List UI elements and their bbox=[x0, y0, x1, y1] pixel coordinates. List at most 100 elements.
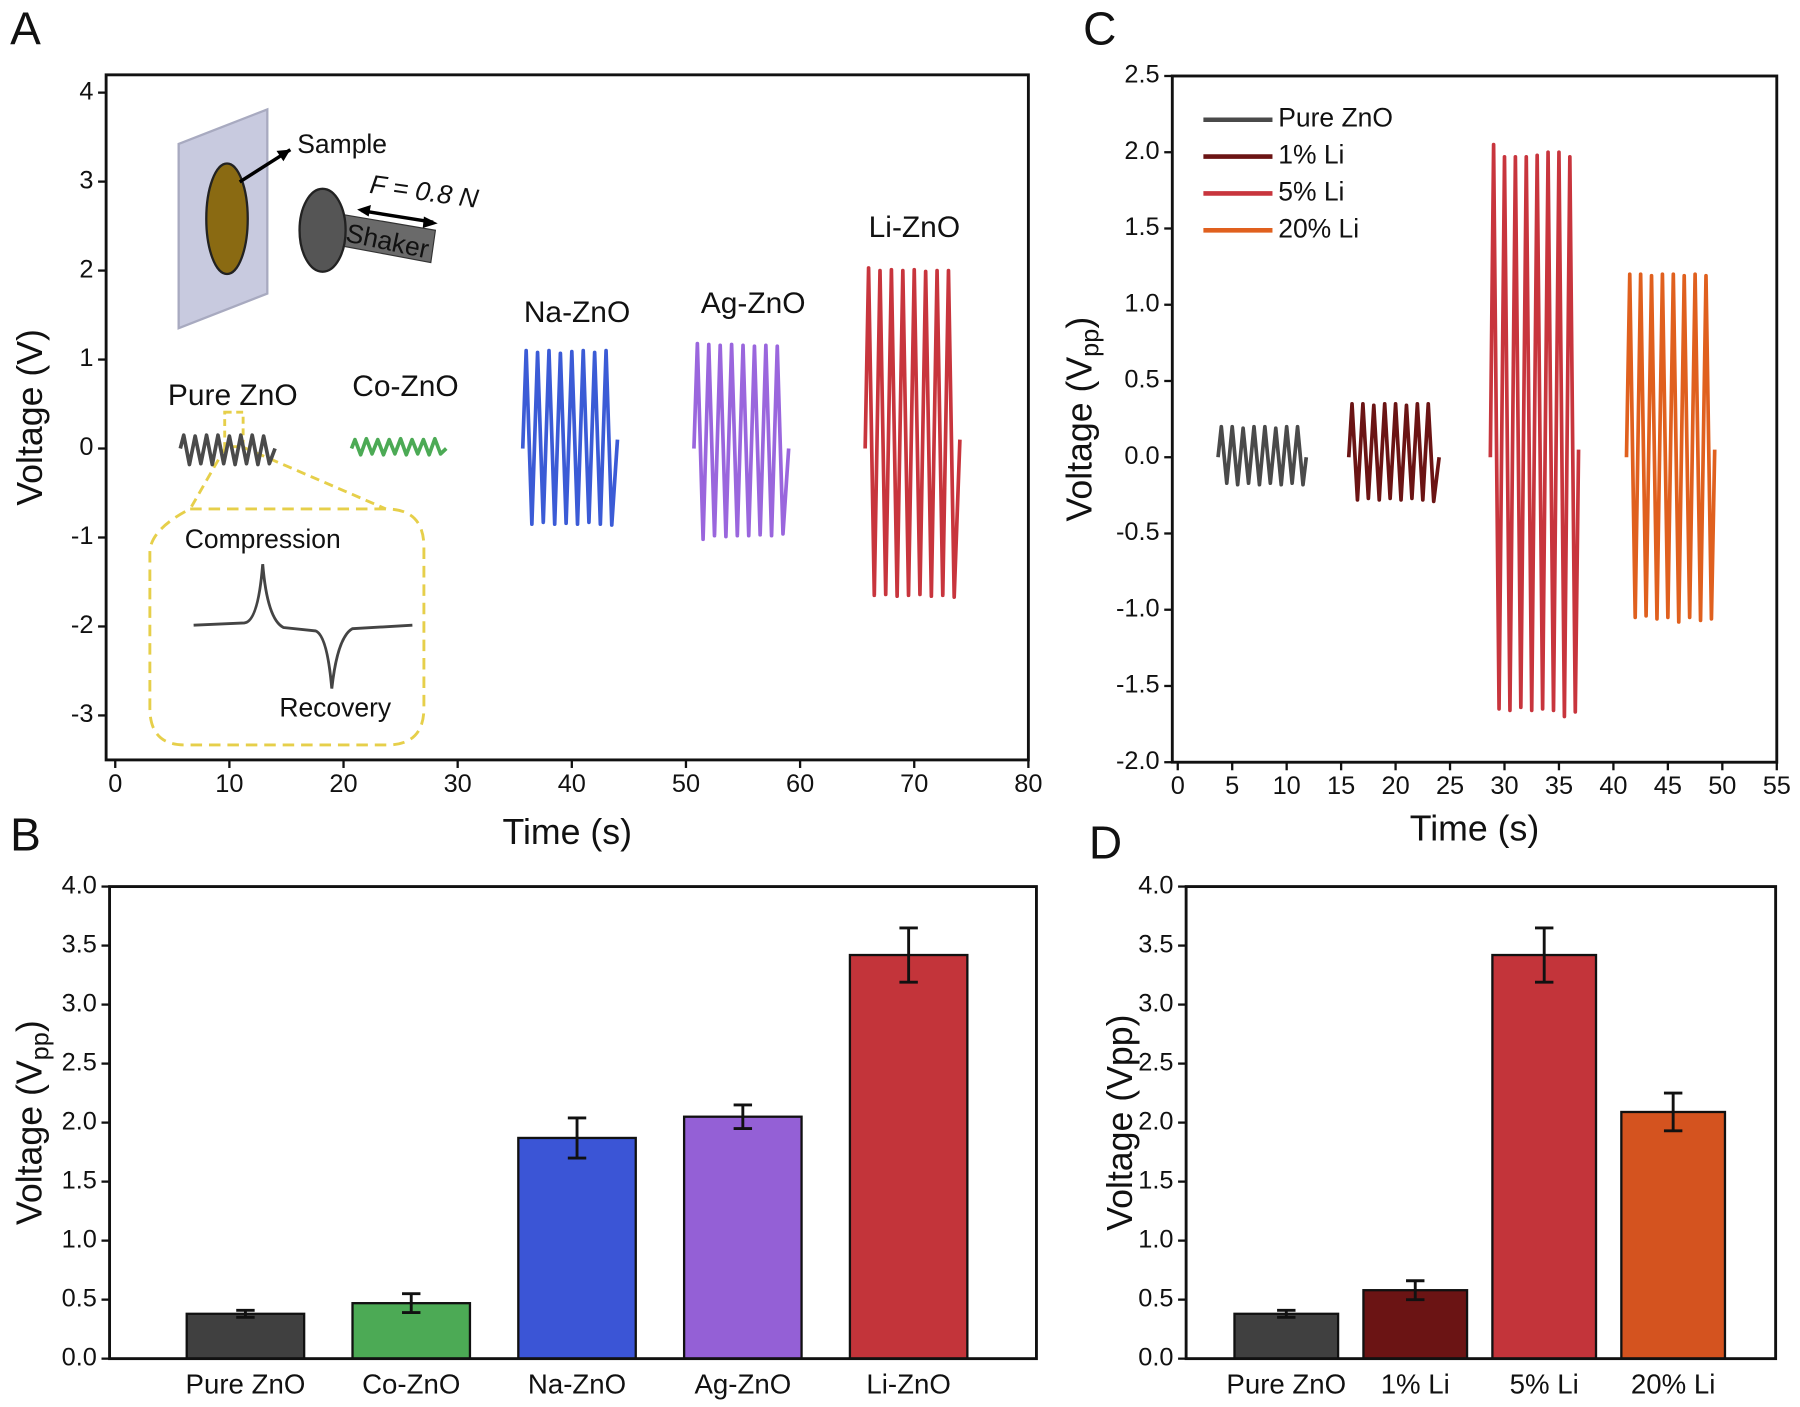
x-tick-label: 10 bbox=[215, 770, 243, 798]
inset-waveform bbox=[193, 564, 413, 689]
x-axis-title: Time (s) bbox=[1410, 809, 1540, 849]
signal-line bbox=[1624, 272, 1717, 624]
arrow-head bbox=[357, 204, 371, 217]
plot-frame bbox=[1184, 885, 1778, 1361]
y-tick-label: 2.0 bbox=[1124, 137, 1159, 165]
y-tick-label: -3 bbox=[71, 700, 94, 728]
y-tick-label: 2 bbox=[79, 255, 93, 283]
legend-label: 20% Li bbox=[1278, 213, 1359, 243]
x-tick-label: 25 bbox=[1436, 772, 1464, 800]
error-bar bbox=[1277, 1308, 1296, 1319]
y-tick-label: -1.5 bbox=[1116, 671, 1160, 699]
y-tick-label: 1.5 bbox=[1138, 1166, 1173, 1194]
x-tick-label: 15 bbox=[1327, 772, 1355, 800]
y-tick-label: -2.0 bbox=[1116, 747, 1160, 775]
y-tick-label: 0.5 bbox=[62, 1284, 97, 1312]
annotation: F = 0.8 N bbox=[368, 169, 481, 214]
arrow-head bbox=[422, 216, 438, 228]
y-tick-label: 1.0 bbox=[1138, 1225, 1173, 1253]
error-bar bbox=[236, 1308, 255, 1319]
y-axis-title: Voltage (Vpp) bbox=[1060, 317, 1104, 522]
bar bbox=[1233, 1312, 1340, 1360]
y-axis-title-sub: pp bbox=[26, 1032, 54, 1060]
x-tick-label: 40 bbox=[558, 770, 586, 798]
legend-label: 1% Li bbox=[1278, 140, 1344, 170]
x-tick-label: Ag-ZnO bbox=[694, 1369, 791, 1400]
y-axis-title-part: ) bbox=[10, 1020, 50, 1032]
error-bar bbox=[899, 926, 918, 984]
x-tick-label: Co-ZnO bbox=[362, 1369, 460, 1400]
series-label: Co-ZnO bbox=[352, 370, 458, 403]
y-tick-label: 2.0 bbox=[1138, 1107, 1173, 1135]
plot-frame bbox=[1170, 74, 1779, 764]
y-tick-label: 2.5 bbox=[62, 1048, 97, 1076]
x-tick-label: Pure ZnO bbox=[186, 1369, 306, 1400]
x-tick-label: 40 bbox=[1599, 772, 1627, 800]
zoom-line bbox=[188, 446, 228, 510]
y-tick-label: -1.0 bbox=[1116, 594, 1160, 622]
x-tick-label: 70 bbox=[900, 770, 928, 798]
y-tick-label: 2.5 bbox=[1138, 1048, 1173, 1076]
signal-line bbox=[520, 348, 620, 527]
y-tick-label: -0.5 bbox=[1116, 518, 1160, 546]
y-tick-label: -2 bbox=[71, 611, 94, 639]
bar bbox=[517, 1136, 637, 1360]
double-arrow bbox=[361, 208, 434, 224]
error-bar bbox=[1534, 926, 1554, 984]
error-bar bbox=[1406, 1279, 1425, 1302]
y-axis-title-part: ) bbox=[1060, 317, 1100, 329]
signal-line bbox=[863, 266, 962, 599]
schematic bbox=[148, 107, 438, 747]
series-label: Na-ZnO bbox=[524, 296, 630, 329]
panel-letter: A bbox=[10, 2, 41, 54]
y-tick-label: 2.0 bbox=[62, 1107, 97, 1135]
signal-line bbox=[692, 341, 791, 542]
y-tick-label: 4.0 bbox=[1138, 871, 1173, 899]
x-tick-label: Pure ZnO bbox=[1226, 1369, 1346, 1400]
y-axis-title-sub: pp bbox=[1076, 329, 1104, 357]
signal-line bbox=[1216, 424, 1309, 487]
y-tick-label: 0.5 bbox=[1124, 366, 1159, 394]
x-tick-label: 55 bbox=[1763, 772, 1791, 800]
y-tick-label: 1 bbox=[79, 344, 93, 372]
legend-label: Pure ZnO bbox=[1278, 103, 1393, 133]
x-tick-label: 30 bbox=[1490, 772, 1518, 800]
x-tick-label: 80 bbox=[1014, 770, 1042, 798]
x-tick-label: 20% Li bbox=[1631, 1369, 1715, 1400]
series-label: Li-ZnO bbox=[869, 211, 960, 244]
x-tick-label: 5% Li bbox=[1510, 1369, 1579, 1400]
panel-letter: C bbox=[1083, 2, 1116, 54]
y-axis-title-part: Voltage (V bbox=[10, 1060, 50, 1225]
y-tick-label: 3.0 bbox=[62, 989, 97, 1017]
y-tick-label: 3.5 bbox=[62, 930, 97, 958]
signal-line bbox=[1488, 142, 1581, 719]
panel-letter: D bbox=[1089, 816, 1122, 868]
y-axis-title: Voltage (V) bbox=[10, 329, 50, 506]
y-tick-label: 0 bbox=[79, 433, 93, 461]
x-axis-title: Time (s) bbox=[502, 812, 632, 852]
error-bar bbox=[567, 1116, 587, 1160]
legend-label: 5% Li bbox=[1278, 176, 1344, 206]
y-tick-label: 0.5 bbox=[1138, 1284, 1173, 1312]
x-tick-label: 50 bbox=[672, 770, 700, 798]
bar bbox=[848, 953, 969, 1360]
y-tick-label: 3.0 bbox=[1138, 989, 1173, 1017]
panel-letter: B bbox=[10, 808, 41, 860]
x-tick-label: Na-ZnO bbox=[528, 1369, 626, 1400]
y-axis-title: Voltage (Vpp) bbox=[1100, 1014, 1140, 1230]
plot-frame bbox=[104, 73, 1030, 762]
x-tick-label: 20 bbox=[1381, 772, 1409, 800]
y-axis-title-part: Voltage (V bbox=[1060, 357, 1100, 522]
bar bbox=[185, 1312, 306, 1360]
y-axis-title: Voltage (Vpp) bbox=[10, 1020, 54, 1225]
x-tick-label: 5 bbox=[1225, 772, 1239, 800]
x-tick-label: 20 bbox=[329, 770, 357, 798]
signal-line bbox=[1346, 402, 1441, 504]
x-tick-label: 35 bbox=[1545, 772, 1573, 800]
y-tick-label: 3 bbox=[79, 166, 93, 194]
y-tick-label: 1.5 bbox=[62, 1166, 97, 1194]
signal-line bbox=[349, 436, 448, 457]
y-tick-label: 3.5 bbox=[1138, 930, 1173, 958]
shaker-disk bbox=[298, 187, 347, 273]
